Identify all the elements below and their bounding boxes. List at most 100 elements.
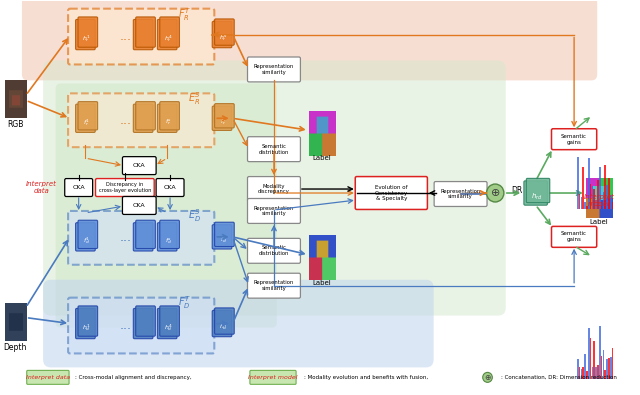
Text: $f_r^1$: $f_r^1$ <box>83 117 90 128</box>
Text: Depth: Depth <box>3 343 27 352</box>
Text: $E_D^S$: $E_D^S$ <box>188 207 201 224</box>
Text: : Concatenation, DR: Dimension reduction: : Concatenation, DR: Dimension reduction <box>501 375 617 380</box>
FancyBboxPatch shape <box>214 222 234 246</box>
FancyBboxPatch shape <box>65 179 93 196</box>
FancyBboxPatch shape <box>212 106 232 130</box>
FancyBboxPatch shape <box>160 306 179 336</box>
FancyBboxPatch shape <box>157 104 177 132</box>
Text: Interpret
data: Interpret data <box>26 181 56 194</box>
Text: Semantic
distribution: Semantic distribution <box>259 144 289 154</box>
Text: Modality
discrepancy: Modality discrepancy <box>258 184 290 194</box>
Text: ⊕: ⊕ <box>484 373 491 382</box>
FancyBboxPatch shape <box>68 298 214 354</box>
FancyBboxPatch shape <box>157 19 177 50</box>
FancyBboxPatch shape <box>136 17 156 47</box>
Text: $h_r^s$: $h_r^s$ <box>219 33 227 43</box>
Text: Interpret
model: Interpret model <box>584 194 614 207</box>
FancyBboxPatch shape <box>160 102 179 130</box>
FancyBboxPatch shape <box>78 306 98 336</box>
Text: CKA: CKA <box>164 185 177 190</box>
Text: ...: ... <box>120 231 132 245</box>
FancyBboxPatch shape <box>78 220 98 248</box>
FancyBboxPatch shape <box>133 308 153 339</box>
FancyBboxPatch shape <box>122 196 156 214</box>
FancyBboxPatch shape <box>136 220 156 248</box>
Text: Representation
similarity: Representation similarity <box>254 205 294 216</box>
FancyBboxPatch shape <box>43 60 506 316</box>
Text: CKA: CKA <box>133 163 145 168</box>
Text: $h_r^1$: $h_r^1$ <box>83 33 91 44</box>
Text: DR: DR <box>511 186 522 194</box>
FancyBboxPatch shape <box>248 199 300 224</box>
FancyBboxPatch shape <box>78 17 98 47</box>
FancyBboxPatch shape <box>355 177 428 209</box>
Text: RGB: RGB <box>7 120 24 129</box>
FancyBboxPatch shape <box>248 238 300 263</box>
FancyBboxPatch shape <box>524 181 547 205</box>
Text: $h_d^s$: $h_d^s$ <box>219 322 228 332</box>
FancyBboxPatch shape <box>76 19 95 50</box>
FancyBboxPatch shape <box>68 9 214 64</box>
FancyBboxPatch shape <box>78 102 98 130</box>
Text: $h_d^1$: $h_d^1$ <box>82 322 91 333</box>
Text: Semantic
gains: Semantic gains <box>561 231 587 242</box>
FancyBboxPatch shape <box>214 19 234 45</box>
FancyBboxPatch shape <box>68 93 214 147</box>
Text: CKA: CKA <box>72 185 85 190</box>
Text: Interpret data: Interpret data <box>26 375 70 380</box>
FancyBboxPatch shape <box>22 0 597 81</box>
FancyBboxPatch shape <box>133 19 153 50</box>
FancyBboxPatch shape <box>76 223 95 251</box>
Text: $F_R^T$: $F_R^T$ <box>179 6 191 23</box>
FancyBboxPatch shape <box>434 182 487 207</box>
FancyBboxPatch shape <box>68 211 214 265</box>
Text: $h_d^4$: $h_d^4$ <box>164 322 173 333</box>
Text: Interpret model: Interpret model <box>248 375 298 380</box>
FancyBboxPatch shape <box>214 103 234 128</box>
FancyBboxPatch shape <box>76 104 95 132</box>
Text: $h_{rd}$: $h_{rd}$ <box>531 191 543 201</box>
Text: Label: Label <box>313 155 332 161</box>
Text: Representation
similarity: Representation similarity <box>254 280 294 291</box>
FancyBboxPatch shape <box>136 102 156 130</box>
FancyBboxPatch shape <box>160 17 179 47</box>
FancyBboxPatch shape <box>122 157 156 175</box>
Text: : Cross-modal alignment and discrepancy,: : Cross-modal alignment and discrepancy, <box>75 375 191 380</box>
FancyBboxPatch shape <box>95 179 154 196</box>
Circle shape <box>486 184 504 202</box>
FancyBboxPatch shape <box>160 220 179 248</box>
FancyBboxPatch shape <box>248 137 300 162</box>
FancyBboxPatch shape <box>157 308 177 339</box>
FancyBboxPatch shape <box>526 179 550 203</box>
Text: $f_d^s$: $f_d^s$ <box>220 235 227 245</box>
FancyBboxPatch shape <box>156 179 184 196</box>
FancyBboxPatch shape <box>212 310 232 337</box>
Text: Label: Label <box>313 280 332 286</box>
FancyBboxPatch shape <box>212 225 232 249</box>
Text: Discrepancy in
cross-layer evolution: Discrepancy in cross-layer evolution <box>99 182 151 193</box>
Circle shape <box>483 372 492 382</box>
FancyBboxPatch shape <box>248 57 300 82</box>
Text: $F_D^T$: $F_D^T$ <box>179 294 191 311</box>
Text: $f_r^s$: $f_r^s$ <box>220 117 227 126</box>
FancyBboxPatch shape <box>76 308 95 339</box>
Text: : Modality evolution and benefits with fusion,: : Modality evolution and benefits with f… <box>304 375 428 380</box>
FancyBboxPatch shape <box>43 280 434 367</box>
FancyBboxPatch shape <box>552 129 596 150</box>
FancyBboxPatch shape <box>212 21 232 48</box>
FancyBboxPatch shape <box>250 371 296 384</box>
FancyBboxPatch shape <box>552 226 596 247</box>
FancyBboxPatch shape <box>27 371 69 384</box>
Text: CKA: CKA <box>133 203 145 208</box>
Text: Label: Label <box>589 219 609 225</box>
Text: $f_d^s$: $f_d^s$ <box>165 236 172 246</box>
FancyBboxPatch shape <box>248 273 300 298</box>
Text: Evolution of
Consistency
& Specialty: Evolution of Consistency & Specialty <box>375 185 408 201</box>
FancyBboxPatch shape <box>248 177 300 201</box>
Text: Representation
similarity: Representation similarity <box>254 64 294 75</box>
Text: ⊕: ⊕ <box>490 188 500 198</box>
FancyBboxPatch shape <box>133 223 153 251</box>
FancyBboxPatch shape <box>136 306 156 336</box>
Text: $f_r^s$: $f_r^s$ <box>165 117 172 127</box>
Text: $E_R^S$: $E_R^S$ <box>188 90 201 107</box>
